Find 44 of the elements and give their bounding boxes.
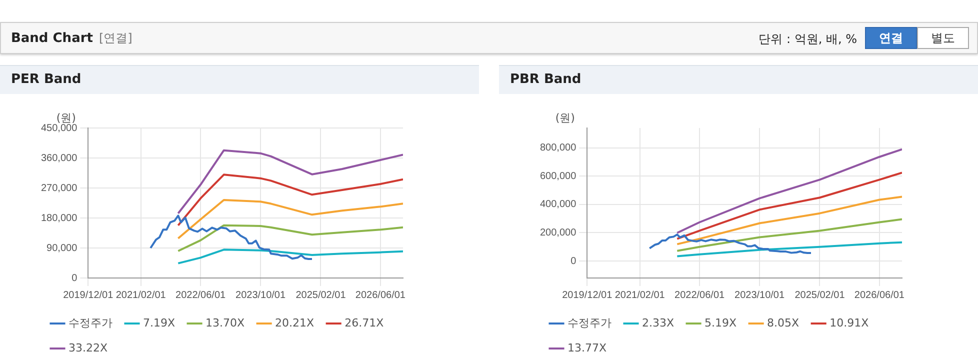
x-tick-label: 2019/12/01 bbox=[63, 290, 114, 301]
text: 별도 bbox=[917, 27, 969, 49]
legend-label: 33.22X bbox=[68, 341, 108, 354]
legend-label: 8.05X bbox=[767, 316, 800, 330]
text: Band Chart bbox=[11, 31, 93, 46]
legend-label: 2.33X bbox=[642, 316, 674, 330]
x-tick-label: 2021/02/01 bbox=[614, 290, 666, 301]
x-tick-label: 2025/02/01 bbox=[296, 290, 346, 301]
text: [연결] bbox=[98, 31, 132, 45]
y-tick-label: 0 bbox=[570, 256, 577, 267]
y-axis-title: (원) bbox=[56, 111, 76, 124]
x-tick-label: 2026/06/01 bbox=[355, 290, 406, 301]
y-tick-label: 270,000 bbox=[40, 182, 78, 194]
y-tick-label: 200,000 bbox=[540, 227, 577, 238]
y-tick-label: 400,000 bbox=[540, 199, 577, 210]
chart-title: PBR Band bbox=[499, 65, 978, 94]
text: 단위 : 억원, 배, % bbox=[758, 31, 857, 48]
legend-label: 20.21X bbox=[275, 316, 315, 330]
y-tick-label: 360,000 bbox=[40, 152, 78, 164]
y-tick-label: 600,000 bbox=[540, 170, 577, 182]
x-tick-label: 2023/10/01 bbox=[734, 290, 785, 301]
legend-label: 5.19X bbox=[704, 316, 738, 330]
x-tick-label: 2022/06/01 bbox=[674, 290, 726, 301]
legend-label: 수정주가 bbox=[68, 316, 112, 330]
text: 연결 bbox=[865, 27, 917, 49]
legend-label: 10.91X bbox=[830, 316, 870, 330]
x-tick-label: 2026/06/01 bbox=[854, 290, 905, 301]
legend-label: 7.19X bbox=[143, 316, 176, 330]
y-tick-label: 450,000 bbox=[40, 122, 78, 134]
y-tick-label: 800,000 bbox=[540, 142, 577, 154]
legend-label: 수정주가 bbox=[568, 316, 612, 330]
x-tick-label: 2021/02/01 bbox=[116, 290, 166, 301]
y-axis-title: (원) bbox=[555, 111, 575, 124]
legend-label: 13.77X bbox=[568, 341, 607, 354]
x-tick-label: 2022/06/01 bbox=[176, 290, 226, 301]
chart-title: PER Band bbox=[0, 65, 479, 94]
legend-label: 26.71X bbox=[344, 316, 384, 330]
x-tick-label: 2019/12/01 bbox=[562, 290, 613, 301]
x-tick-label: 2023/10/01 bbox=[236, 290, 286, 301]
y-tick-label: 180,000 bbox=[40, 212, 78, 224]
y-tick-label: 0 bbox=[72, 272, 78, 284]
x-tick-label: 2025/02/01 bbox=[794, 290, 846, 301]
y-tick-label: 90,000 bbox=[46, 242, 78, 254]
legend-label: 13.70X bbox=[206, 316, 246, 330]
